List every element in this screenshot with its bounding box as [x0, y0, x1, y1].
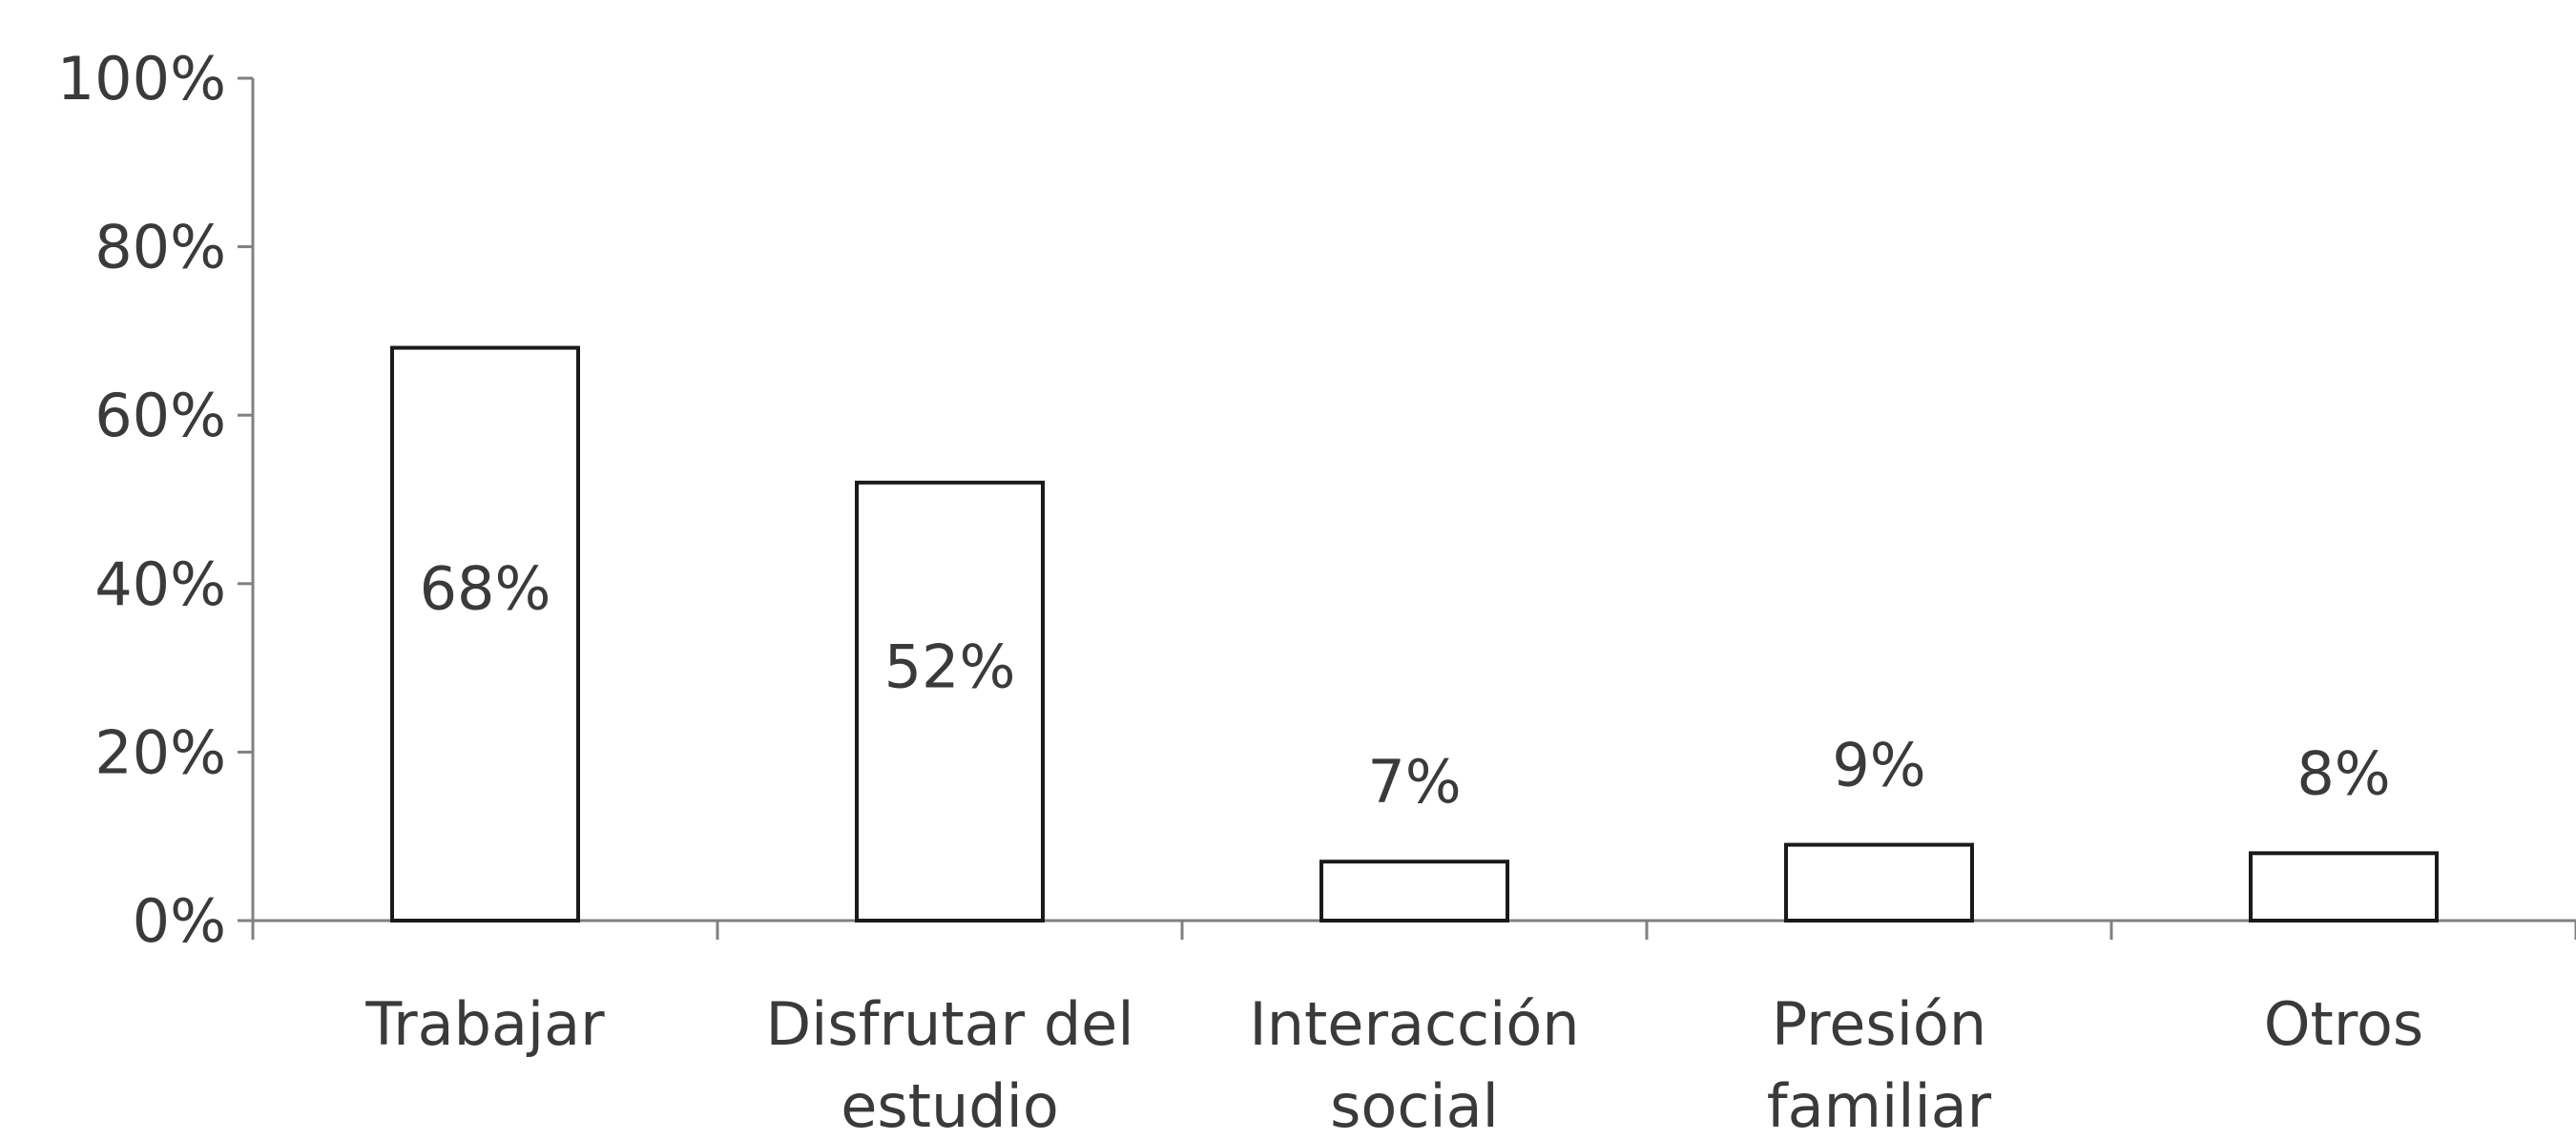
category-label: Trabajar — [364, 989, 605, 1059]
y-tick-label: 80% — [94, 213, 226, 282]
bar — [1784, 842, 1974, 923]
y-tick-label: 40% — [94, 549, 226, 619]
y-axis: 0% 20% 40% 60% 80% 100% — [57, 44, 255, 956]
category-label: estudio — [841, 1071, 1059, 1140]
bar — [1319, 860, 1509, 923]
category-label: Otros — [2264, 989, 2423, 1059]
data-label: 8% — [2296, 738, 2390, 808]
data-label: 68% — [420, 554, 551, 624]
category-label: social — [1330, 1071, 1499, 1140]
category-label: Presión — [1772, 989, 1986, 1059]
bar — [2249, 851, 2439, 922]
category-label: Disfrutar del — [765, 989, 1133, 1059]
y-tick-label: 0% — [133, 886, 226, 956]
data-label: 9% — [1832, 731, 1925, 800]
bars — [390, 345, 2439, 923]
y-tick-label: 20% — [94, 717, 226, 787]
bar — [855, 480, 1045, 922]
category-label: Interacción — [1249, 989, 1579, 1059]
bar — [390, 345, 580, 922]
category-label: familiar — [1767, 1071, 1992, 1140]
y-tick-label: 100% — [57, 44, 226, 114]
x-axis — [251, 919, 2576, 940]
data-label: 7% — [1367, 747, 1461, 817]
data-label: 52% — [884, 632, 1016, 702]
category-labels: Trabajar Disfrutar del estudio Interacción s… — [364, 989, 2423, 1140]
data-labels: 68% 52% 7% 9% 8% — [420, 554, 2391, 817]
y-tick-label: 60% — [94, 381, 226, 450]
